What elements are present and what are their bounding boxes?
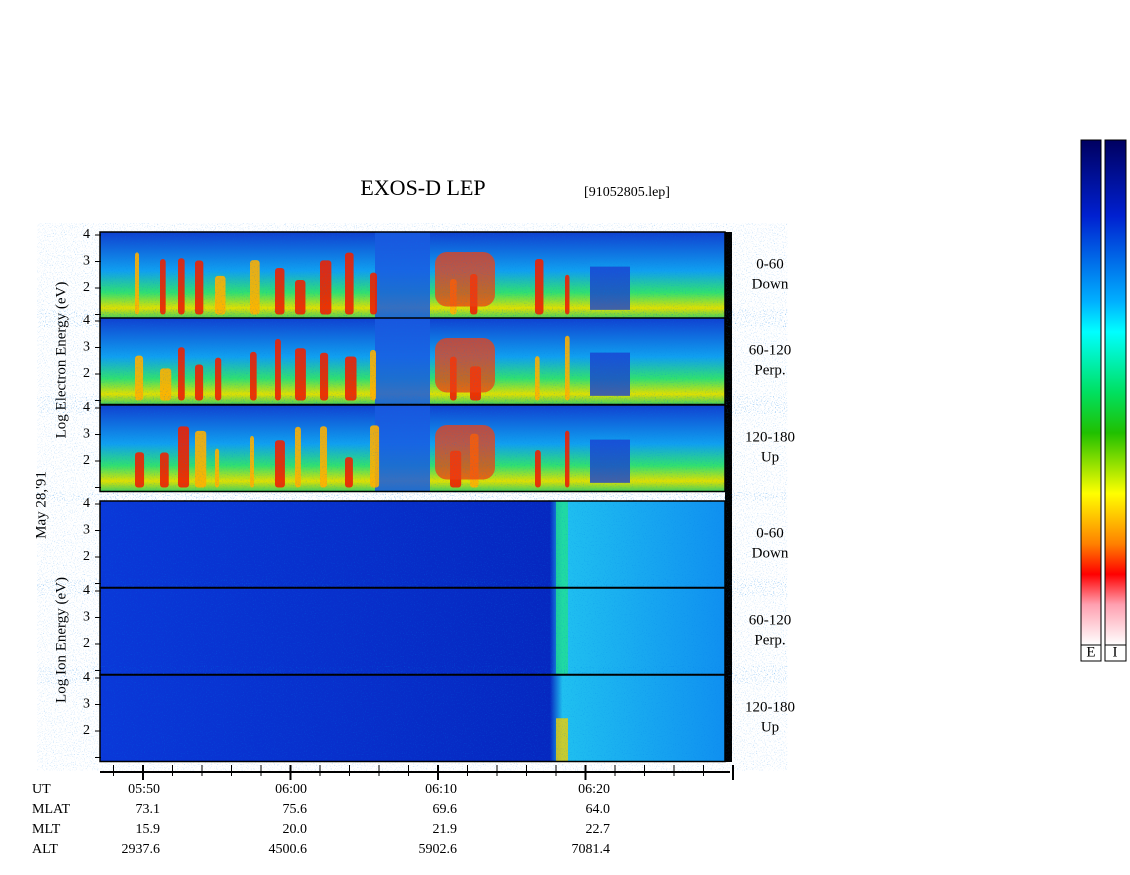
spectrogram-noise (100, 501, 725, 588)
pitch-angle: 60-120 (749, 612, 792, 628)
direction: Down (752, 276, 789, 292)
orbit-value: 15.9 (136, 822, 161, 837)
y-tick-label: 3 (83, 427, 90, 442)
orbit-value: 22.7 (586, 822, 611, 837)
y-tick-label: 2 (83, 636, 90, 651)
orbit-value: 05:50 (128, 782, 160, 797)
y-tick-label: 4 (83, 583, 90, 598)
orbit-value: 2937.6 (122, 842, 161, 857)
panel-frame (99, 674, 726, 763)
orbit-label: MLT (32, 822, 61, 837)
y-tick-label: 3 (83, 254, 90, 269)
y-tick-label: 4 (83, 670, 90, 685)
direction: Up (761, 719, 779, 735)
pitch-angle: 120-180 (745, 429, 795, 445)
y-axis-label: Log Electron Energy (eV) (53, 282, 69, 439)
spectrogram-noise (100, 675, 725, 762)
y-tick-label: 4 (83, 496, 90, 511)
y-tick-label: 3 (83, 340, 90, 355)
orbit-value: 20.0 (283, 822, 308, 837)
spectrogram-noise (100, 232, 725, 319)
y-tick-label: 3 (83, 697, 90, 712)
y-tick-label: 2 (83, 366, 90, 381)
edge-bar (725, 232, 732, 762)
title: EXOS-D LEP (360, 175, 485, 200)
orbit-value: 5902.6 (419, 842, 458, 857)
y-tick-label: 3 (83, 610, 90, 625)
y-tick-label: 2 (83, 549, 90, 564)
date: May 28,'91 (33, 471, 49, 539)
direction: Perp. (754, 632, 785, 648)
orbit-value: 4500.6 (269, 842, 308, 857)
file-name: [91052805.lep] (584, 185, 670, 200)
y-tick-label: 3 (83, 523, 90, 538)
pitch-angle: 0-60 (756, 525, 784, 541)
y-tick-label: 4 (83, 400, 90, 415)
colorbar-label-box (1104, 644, 1127, 662)
orbit-value: 06:00 (275, 782, 307, 797)
spectrogram-noise (100, 405, 725, 492)
y-tick-label: 4 (83, 313, 90, 328)
pitch-angle: 60-120 (749, 342, 792, 358)
orbit-label: UT (32, 782, 51, 797)
orbit-value: 21.9 (433, 822, 458, 837)
colorbar (1080, 139, 1102, 646)
direction: Down (752, 545, 789, 561)
direction: Up (761, 449, 779, 465)
y-tick-label: 2 (83, 453, 90, 468)
orbit-value: 73.1 (136, 802, 161, 817)
colorbar-label: E (1086, 644, 1095, 660)
orbit-value: 06:10 (425, 782, 457, 797)
colorbar-label: I (1113, 644, 1118, 660)
spectrogram-noise (100, 318, 725, 405)
colorbar (1104, 139, 1127, 646)
panel-frame (99, 404, 726, 493)
pitch-angle: 0-60 (756, 256, 784, 272)
direction: Perp. (754, 362, 785, 378)
y-tick-label: 4 (83, 227, 90, 242)
y-axis-label: Log Ion Energy (eV) (53, 577, 69, 703)
colorbar-label-box (1080, 644, 1102, 662)
spectrogram-noise (100, 588, 725, 675)
orbit-value: 75.6 (283, 802, 308, 817)
orbit-label: ALT (32, 842, 58, 857)
orbit-label: MLAT (32, 802, 71, 817)
orbit-value: 69.6 (433, 802, 458, 817)
y-tick-label: 2 (83, 280, 90, 295)
y-tick-label: 2 (83, 723, 90, 738)
orbit-value: 06:20 (578, 782, 610, 797)
orbit-value: 64.0 (586, 802, 611, 817)
pitch-angle: 120-180 (745, 699, 795, 715)
orbit-value: 7081.4 (572, 842, 611, 857)
